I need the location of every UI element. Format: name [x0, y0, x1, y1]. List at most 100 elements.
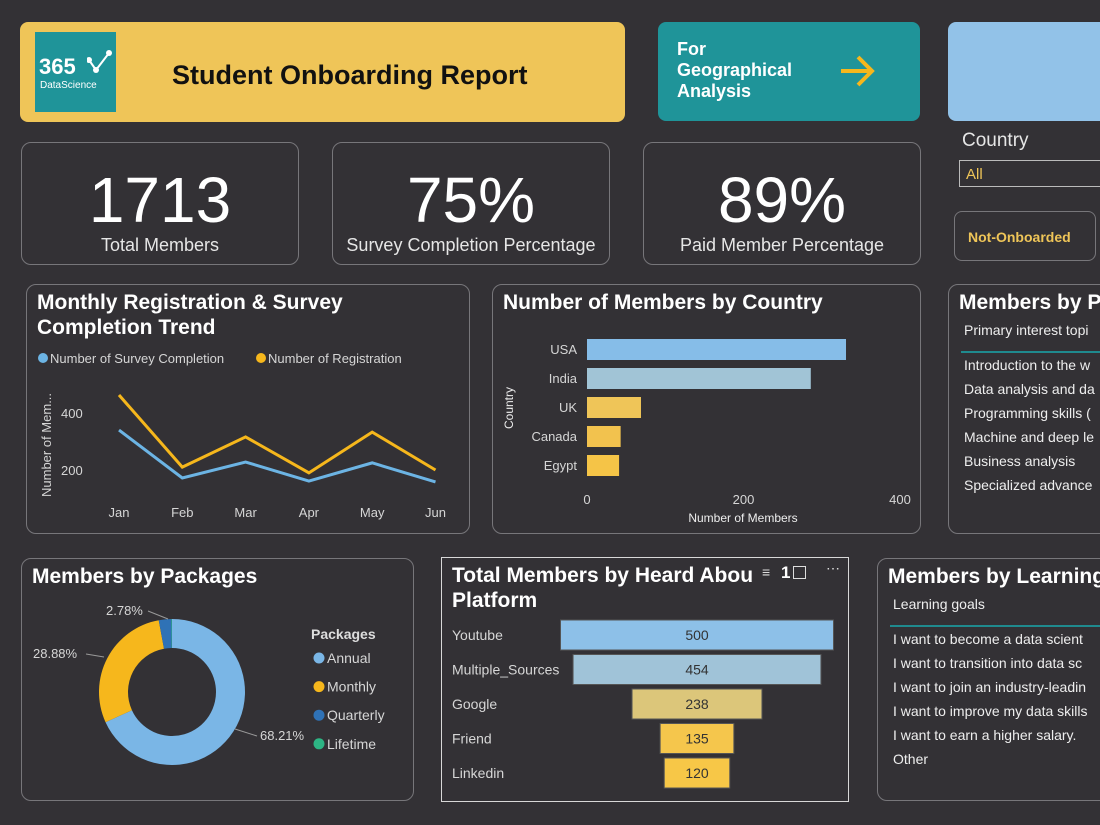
table-row[interactable]: I want to improve my data skills [893, 703, 1088, 719]
toggle-label: Not-Onboarded [968, 229, 1071, 245]
funnel-bar [659, 723, 735, 754]
table-row[interactable]: I want to become a data scient [893, 631, 1083, 647]
category-label: USA [550, 342, 577, 357]
bar [587, 455, 620, 476]
bar [587, 339, 847, 360]
legend-marker [313, 681, 325, 693]
table-title: Members by P [959, 291, 1100, 314]
category-label: India [549, 371, 578, 386]
table-row[interactable]: I want to earn a higher salary. [893, 727, 1077, 743]
filter-icon[interactable]: ≡ [762, 564, 771, 580]
table-row[interactable]: Programming skills ( [964, 405, 1091, 421]
kpi-survey-completion: 75% Survey Completion Percentage [332, 142, 610, 265]
legend-marker [256, 353, 266, 363]
learning-table-card: Members by Learning Learning goals I wan… [877, 558, 1100, 801]
logo-subtext: DataScience [40, 80, 97, 91]
country-bar-chart: USA India UK Canada Egypt 0 200 400 Number of Me… [502, 339, 911, 525]
data-label: 120 [685, 765, 709, 781]
title-line: Platform [452, 589, 538, 612]
not-onboarded-toggle[interactable]: Not-Onboarded [954, 211, 1096, 261]
series-line [118, 428, 436, 484]
table-row[interactable]: Data analysis and da [964, 381, 1095, 397]
donut-slice [99, 620, 164, 723]
more-options-icon[interactable]: ⋯ [826, 560, 840, 576]
kpi-value: 75% [406, 164, 536, 236]
kpi-label: Paid Member Percentage [679, 235, 885, 255]
chart-title: Monthly Registration & Survey Completion… [37, 291, 343, 339]
legend-title: Packages [311, 626, 376, 642]
x-tick-label: Mar [234, 505, 257, 520]
table-row[interactable]: Introduction to the w [964, 357, 1091, 373]
slice-label: 2.78% [106, 603, 143, 618]
donut-slice [105, 619, 245, 765]
table-row[interactable]: I want to transition into data sc [893, 655, 1083, 671]
x-tick-label: Jun [425, 505, 446, 520]
nav-line: For [677, 39, 706, 59]
table-row[interactable]: Business analysis [964, 453, 1076, 469]
table-row[interactable]: Machine and deep le [964, 429, 1094, 445]
x-tick-label: 400 [889, 492, 911, 507]
monthly-trend-card: Monthly Registration & Survey Completion… [26, 284, 470, 534]
slice-label: 28.88% [33, 646, 78, 661]
line-chart: Number of Survey Completion Number of Reg… [38, 351, 446, 520]
heard-about-card: Total Members by Heard Abou Platform ≡ 1 … [441, 557, 849, 802]
kpi-value: 89% [717, 164, 847, 236]
country-filter-dropdown[interactable]: All [959, 160, 1100, 187]
report-title: Student Onboarding Report [172, 60, 528, 90]
header-divider [961, 351, 1100, 353]
chart-title: Total Members by Heard Abou Platform [452, 563, 753, 613]
table-row[interactable]: I want to join an industry-leadin [893, 679, 1086, 695]
country-filter-value: All [966, 166, 983, 183]
legend-label: Lifetime [327, 736, 376, 752]
kpi-label: Survey Completion Percentage [346, 235, 596, 255]
y-axis-label: Country [502, 387, 516, 429]
table-rows: Introduction to the w Data analysis and d… [964, 353, 1095, 497]
geographical-analysis-button[interactable]: For Geographical Analysis [658, 22, 920, 121]
data-label: 238 [685, 696, 709, 712]
x-tick-label: May [360, 505, 385, 520]
funnel-bar [631, 688, 763, 720]
focus-mode-icon[interactable] [793, 566, 806, 579]
chart-title: Number of Members by Country [503, 291, 823, 314]
x-tick-label: 0 [583, 492, 590, 507]
data-label: 500 [685, 627, 709, 643]
table-row[interactable]: Other [893, 751, 929, 767]
x-tick-label: Jan [109, 505, 130, 520]
legend-label: Quarterly [327, 707, 385, 723]
bar [587, 368, 811, 389]
leader-line [234, 728, 258, 737]
header-banner: 365 DataScience Student Onboarding Repor… [20, 22, 625, 122]
nav-button-label: For Geographical Analysis [677, 39, 792, 102]
funnel-bar [560, 619, 834, 651]
legend-marker [313, 709, 325, 721]
heard-about-funnel: Youtube 500 Multiple_Sources 454 Google 238 Fr… [452, 619, 834, 789]
header-divider [890, 625, 1100, 627]
x-tick-label: Apr [299, 505, 320, 520]
column-header[interactable]: Primary interest topi [964, 322, 1089, 338]
kpi-value: 1713 [88, 164, 232, 236]
legend-label: Annual [327, 650, 371, 666]
category-label: Egypt [544, 458, 578, 473]
donut-slice [158, 619, 172, 649]
country-filter-label: Country [962, 130, 1029, 151]
category-label: Linkedin [452, 765, 504, 781]
packages-card: Members by Packages 68.21% 28.88% 2.78% Pac… [21, 558, 414, 801]
data-label: 454 [685, 662, 709, 678]
series-line [117, 394, 437, 475]
nav-line: Analysis [677, 81, 752, 101]
leader-line [147, 610, 169, 620]
chart-title: Members by Packages [32, 565, 258, 588]
table-row[interactable]: Specialized advance [964, 477, 1093, 493]
category-label: UK [559, 400, 577, 415]
category-label: Friend [452, 731, 492, 747]
y-axis-label: Number of Mem... [39, 393, 54, 497]
logo: 365 DataScience [35, 32, 116, 112]
y-tick-label: 200 [61, 463, 83, 478]
data-label: 135 [685, 731, 709, 747]
column-header[interactable]: Learning goals [893, 596, 985, 612]
table-title: Members by Learning [888, 565, 1100, 588]
x-axis-label: Number of Members [688, 511, 797, 525]
bar [587, 426, 621, 447]
funnel-bar [572, 654, 822, 685]
legend-label: Number of Registration [268, 351, 402, 366]
